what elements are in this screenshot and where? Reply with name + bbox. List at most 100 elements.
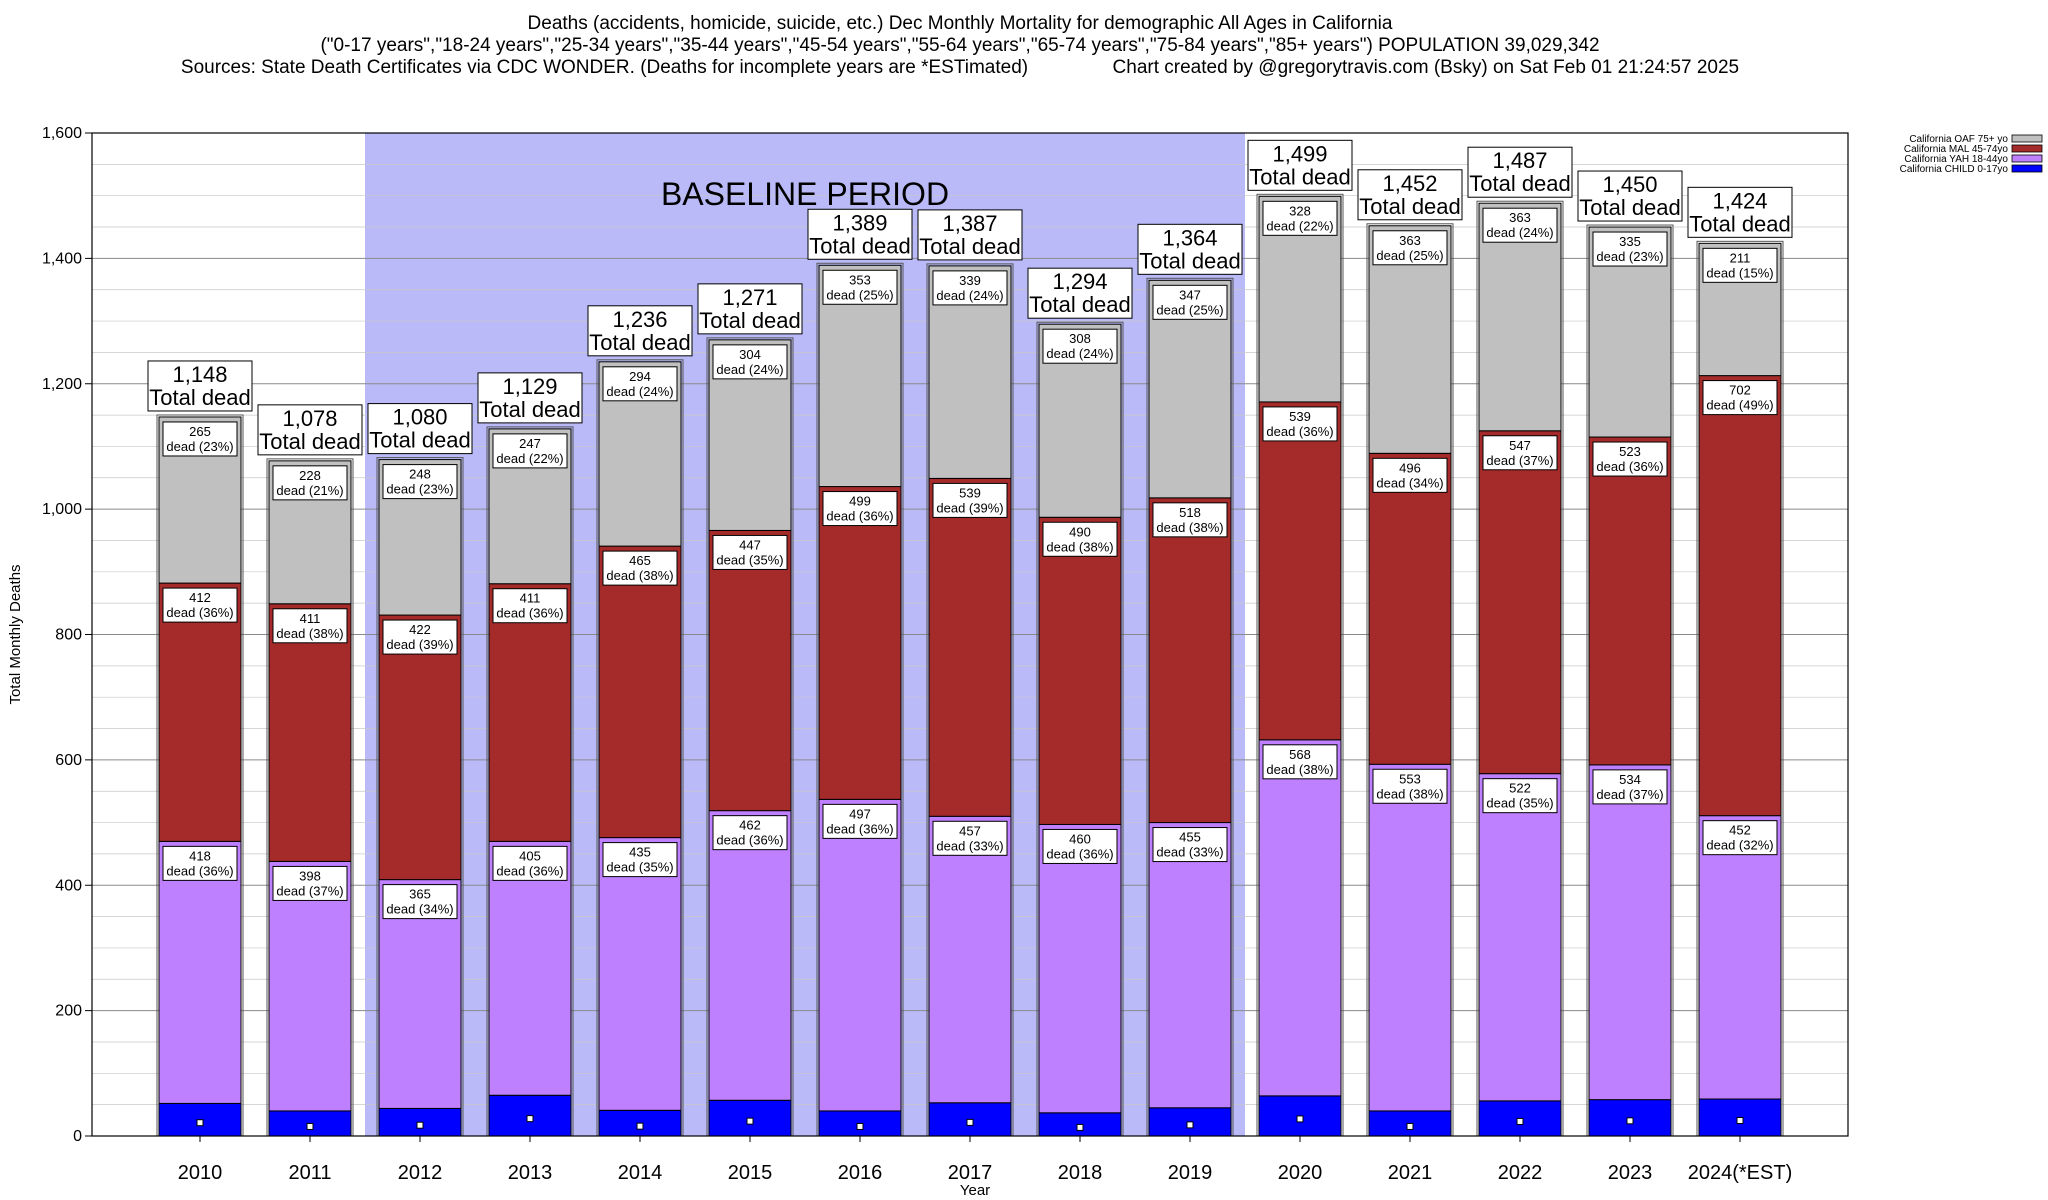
segment-label-box	[492, 433, 568, 469]
segment-value-label: 422	[409, 622, 431, 637]
segment-label-box	[492, 588, 568, 624]
segment-percent-label: dead (24%)	[1486, 225, 1553, 240]
chart-sources: Sources: State Death Certificates via CD…	[180, 57, 1740, 78]
segment-percent-label: dead (35%)	[606, 860, 673, 875]
legend-label: California MAL 45-74yo	[1904, 144, 2009, 155]
segment-label-box	[272, 865, 348, 901]
child-marker	[1626, 1117, 1634, 1125]
bar-segment-yah	[1368, 763, 1452, 1112]
segment-percent-label: dead (24%)	[716, 362, 783, 377]
bar-segment-mal	[708, 529, 792, 812]
total-value-label: 1,487	[1492, 148, 1547, 173]
segment-percent-label: dead (36%)	[496, 863, 563, 878]
y-tick-label: 800	[55, 627, 82, 644]
segment-label-box	[382, 884, 458, 920]
segment-label-box	[1482, 435, 1558, 471]
total-caption-label: Total dead	[809, 233, 911, 258]
segment-percent-label: dead (38%)	[1376, 786, 1443, 801]
x-tick-label: 2024(*EST)	[1688, 1162, 1793, 1184]
total-value-label: 1,424	[1712, 188, 1767, 213]
segment-value-label: 412	[189, 590, 211, 605]
segment-label-box	[822, 269, 898, 305]
segment-value-label: 398	[299, 868, 321, 883]
segment-label-box	[932, 270, 1008, 306]
bar-segment-yah	[1698, 815, 1782, 1100]
segment-value-label: 447	[739, 537, 761, 552]
segment-percent-label: dead (22%)	[1266, 218, 1333, 233]
total-caption-label: Total dead	[919, 234, 1021, 259]
segment-percent-label: dead (25%)	[1156, 302, 1223, 317]
legend-swatch	[2011, 144, 2043, 153]
total-value-label: 1,294	[1052, 269, 1107, 294]
segment-value-label: 462	[739, 818, 761, 833]
total-label-box	[807, 208, 913, 260]
child-marker	[746, 1117, 754, 1125]
segment-value-label: 265	[189, 424, 211, 439]
segment-label-box	[1372, 230, 1448, 266]
bar-segment-yah	[158, 840, 242, 1104]
total-value-label: 1,148	[172, 362, 227, 387]
total-label-box	[477, 372, 583, 424]
segment-percent-label: dead (25%)	[1376, 248, 1443, 263]
x-tick-label: 2023	[1608, 1162, 1653, 1184]
bar-segment-yah	[268, 860, 352, 1112]
segment-label-box	[382, 619, 458, 655]
segment-value-label: 452	[1729, 823, 1751, 838]
bar-segment-mal	[488, 583, 572, 842]
segment-percent-label: dead (32%)	[1706, 838, 1773, 853]
segment-label-box	[1152, 284, 1228, 320]
segment-value-label: 553	[1399, 771, 1421, 786]
bar-segment-mal	[268, 603, 352, 862]
bar-segment-mal	[598, 545, 682, 839]
segment-value-label: 457	[959, 823, 981, 838]
segment-percent-label: dead (24%)	[606, 384, 673, 399]
segment-percent-label: dead (36%)	[1596, 459, 1663, 474]
segment-value-label: 411	[520, 591, 541, 606]
legend-swatch	[2011, 164, 2043, 173]
segment-label-box	[1702, 247, 1778, 283]
segment-percent-label: dead (24%)	[1046, 346, 1113, 361]
total-caption-label: Total dead	[1689, 211, 1791, 236]
bar-segment-yah	[708, 810, 792, 1101]
total-label-box	[587, 305, 693, 357]
segment-value-label: 435	[629, 845, 651, 860]
y-tick-label: 1,400	[42, 250, 82, 267]
segment-label-box	[1702, 820, 1778, 856]
legend-item-oaf: California OAF 75+ yo	[1909, 134, 2043, 145]
total-caption-label: Total dead	[1469, 171, 1571, 196]
segment-value-label: 335	[1619, 234, 1641, 249]
bar-segment-mal	[158, 582, 242, 842]
segment-label-box	[1372, 768, 1448, 804]
legend-swatch	[2011, 154, 2043, 163]
segment-percent-label: dead (35%)	[1486, 796, 1553, 811]
segment-percent-label: dead (34%)	[386, 902, 453, 917]
total-value-label: 1,129	[502, 374, 557, 399]
segment-percent-label: dead (38%)	[606, 568, 673, 583]
bar-segment-yah	[1038, 823, 1122, 1114]
total-label-box	[147, 360, 253, 412]
segment-percent-label: dead (23%)	[166, 439, 233, 454]
bar-segment-mal	[818, 486, 902, 800]
x-tick-label: 2010	[178, 1162, 223, 1184]
legend-swatch	[2011, 134, 2043, 143]
